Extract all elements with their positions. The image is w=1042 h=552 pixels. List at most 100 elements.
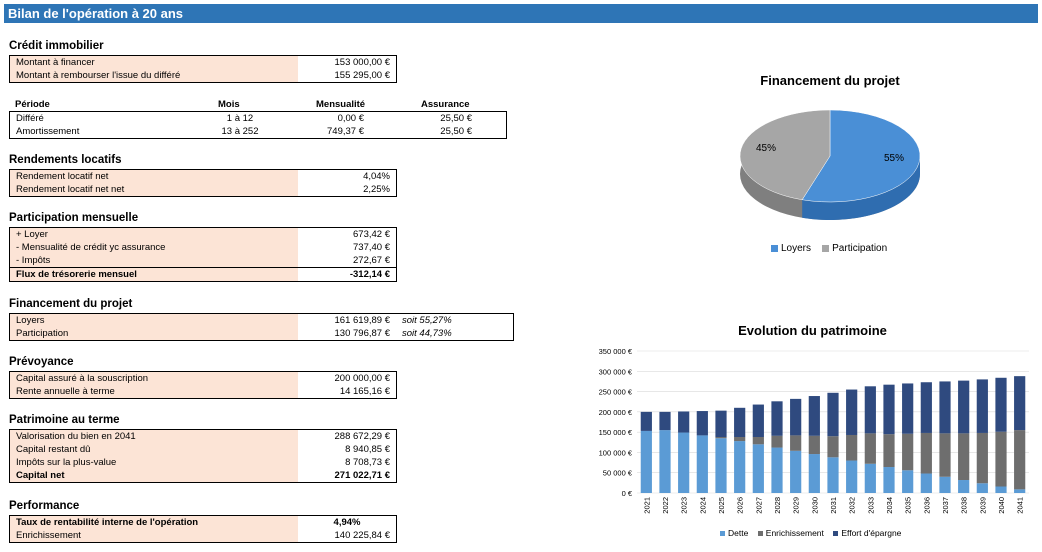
row-label: Valorisation du bien en 2041 <box>9 429 298 443</box>
table-row: - Impôts 272,67 € <box>9 254 397 268</box>
y-tick-label: 0 € <box>622 489 633 498</box>
table-row: + Loyer 673,42 € <box>9 227 397 241</box>
table-row: Enrichissement 140 225,84 € <box>9 529 397 543</box>
bar-segment-enrichissement <box>1014 430 1026 490</box>
bar-segment-enrichissement <box>958 433 970 481</box>
participation-table: + Loyer 673,42 € - Mensualité de crédit … <box>9 227 397 282</box>
bar-segment-enrichissement <box>902 433 914 471</box>
row-value: 272,67 € <box>353 255 390 266</box>
credit-table: Montant à financer 153 000,00 € Montant … <box>9 55 397 83</box>
total-value: -312,14 € <box>298 267 397 282</box>
row-label: Capital assuré à la souscription <box>9 371 298 385</box>
y-tick-label: 250 000 € <box>599 388 633 397</box>
bar-segment-effort-d-pargne <box>734 407 746 438</box>
period-insurance: 25,50 € <box>440 113 472 124</box>
header-assurance: Assurance <box>421 99 470 110</box>
period-name: Amortissement <box>16 126 80 137</box>
row-value: 4,94% <box>333 517 361 528</box>
legend-label-dette: Dette <box>728 528 749 538</box>
credit-section-title: Crédit immobilier <box>9 40 104 52</box>
legend-label-participation: Participation <box>832 243 888 254</box>
row-label: Rendement locatif net net <box>9 183 298 197</box>
row-label: Capital restant dû <box>9 443 298 456</box>
header-periode: Période <box>15 99 50 110</box>
periods-table: Différé 1 à 12 0,00 € 25,50 € Amortissem… <box>9 111 507 139</box>
bar-segment-dette <box>790 450 802 493</box>
pie-data-label-participation: 45% <box>756 143 776 154</box>
row-label: Montant à financer <box>9 55 298 69</box>
x-tick-label: 2026 <box>736 497 745 514</box>
total-row: Flux de trésorerie mensuel -312,14 € <box>9 267 397 282</box>
table-row: - Mensualité de crédit yc assurance 737,… <box>9 241 397 254</box>
bar-legend: Dette Enrichissement Effort d'épargne <box>720 528 901 538</box>
legend-swatch-loyers <box>771 244 778 252</box>
table-row: Rendement locatif net net 2,25% <box>9 183 397 197</box>
bar-segment-enrichissement <box>734 437 746 442</box>
x-tick-label: 2024 <box>698 497 707 514</box>
y-tick-label: 200 000 € <box>599 408 633 417</box>
x-tick-label: 2029 <box>792 497 801 514</box>
x-tick-label: 2025 <box>717 497 726 514</box>
bar-segment-dette <box>752 444 764 493</box>
performance-section-title: Performance <box>9 500 80 512</box>
x-tick-label: 2028 <box>773 497 782 514</box>
x-tick-label: 2030 <box>810 497 819 514</box>
bar-segment-dette <box>659 430 671 493</box>
financement-section-title: Financement du projet <box>9 298 133 310</box>
rendements-section-title: Rendements locatifs <box>9 154 122 166</box>
table-row: Différé 1 à 12 0,00 € 25,50 € <box>10 112 507 126</box>
y-tick-label: 100 000 € <box>599 448 633 457</box>
pie-chart-title: Financement du projet <box>760 73 900 88</box>
total-value: 271 022,71 € <box>334 470 390 481</box>
x-tick-label: 2023 <box>680 497 689 514</box>
bar-segment-dette <box>883 467 895 493</box>
table-row: Montant à financer 153 000,00 € <box>9 55 397 69</box>
row-value: 161 619,89 € <box>334 315 390 326</box>
period-payment: 0,00 € <box>337 113 364 124</box>
x-tick-label: 2033 <box>866 497 875 514</box>
bar-segment-enrichissement <box>715 437 727 439</box>
row-value: 200 000,00 € <box>334 373 390 384</box>
table-row: Participation 130 796,87 € soit 44,73% <box>9 327 514 341</box>
bar-segment-dette <box>920 473 932 493</box>
legend-label-effort: Effort d'épargne <box>841 528 902 538</box>
bar-segment-dette <box>734 441 746 493</box>
bar-segment-effort-d-pargne <box>790 398 802 436</box>
row-value: 14 165,16 € <box>339 386 390 397</box>
header-mois: Mois <box>218 99 240 110</box>
page-title: Bilan de l'opération à 20 ans <box>4 4 1038 23</box>
y-tick-label: 300 000 € <box>599 367 633 376</box>
pie-slice-participation <box>739 109 831 201</box>
y-tick-label: 50 000 € <box>603 469 633 478</box>
bar-segment-effort-d-pargne <box>883 384 895 435</box>
prevoyance-section-title: Prévoyance <box>9 356 74 368</box>
bar-segment-enrichissement <box>976 432 988 484</box>
table-row: Taux de rentabilité interne de l'opérati… <box>9 515 397 529</box>
x-tick-label: 2034 <box>885 497 894 514</box>
bar-segment-effort-d-pargne <box>902 383 914 434</box>
pie-chart: 55% 45% <box>739 109 921 220</box>
performance-table: Taux de rentabilité interne de l'opérati… <box>9 515 397 543</box>
bar-segment-enrichissement <box>864 433 876 464</box>
row-label: Loyers <box>9 313 298 327</box>
bar-segment-dette <box>678 432 690 493</box>
row-label: Impôts sur la plus-value <box>9 456 298 469</box>
bar-segment-effort-d-pargne <box>715 410 727 438</box>
bar-segment-enrichissement <box>920 432 932 474</box>
bar-segment-dette <box>1014 489 1026 493</box>
bar-segment-dette <box>864 463 876 493</box>
bar-segment-enrichissement <box>771 435 783 448</box>
bar-segment-dette <box>976 483 988 493</box>
bar-segment-effort-d-pargne <box>920 382 932 433</box>
table-row: Capital assuré à la souscription 200 000… <box>9 371 397 385</box>
period-insurance: 25,50 € <box>440 126 472 137</box>
total-label: Capital net <box>9 469 298 483</box>
row-value: 2,25% <box>363 184 390 195</box>
rendements-table: Rendement locatif net 4,04% Rendement lo… <box>9 169 397 197</box>
x-tick-label: 2040 <box>997 497 1006 514</box>
total-row: Capital net 271 022,71 € <box>9 469 397 483</box>
bar-segment-enrichissement <box>883 434 895 468</box>
bar-segment-dette <box>958 480 970 493</box>
bar-segment-enrichissement <box>995 431 1007 487</box>
bar-segment-effort-d-pargne <box>640 411 652 431</box>
